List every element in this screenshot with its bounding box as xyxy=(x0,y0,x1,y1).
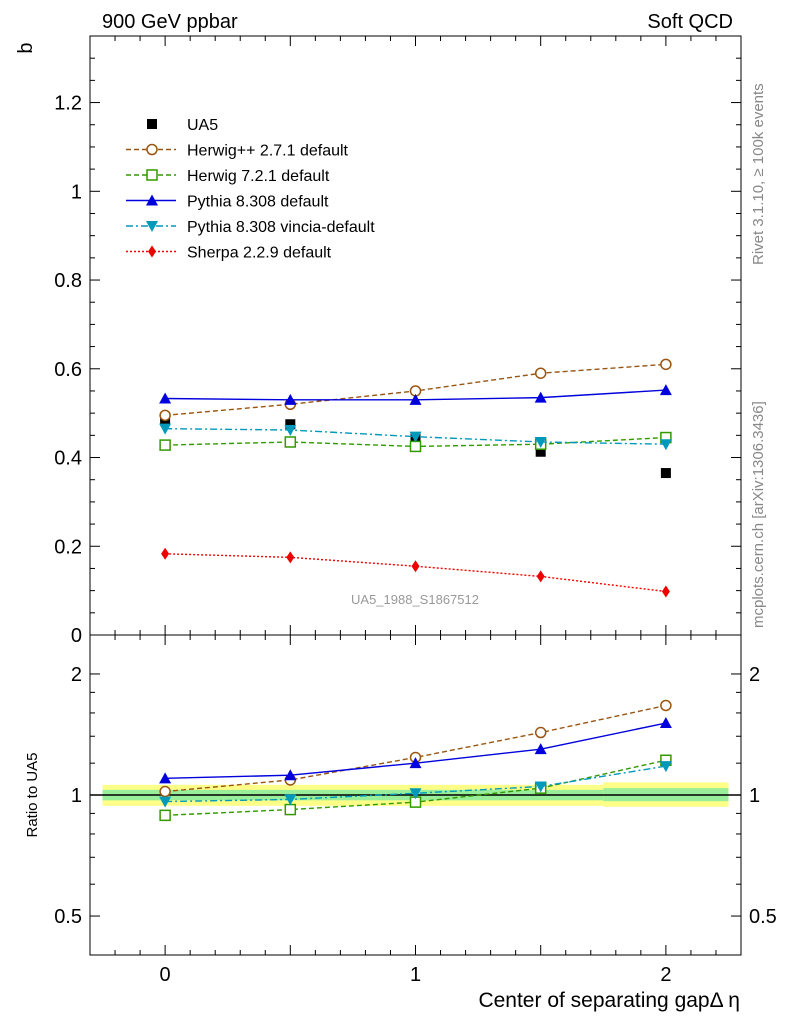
series-pythia-8-308-default xyxy=(159,384,672,405)
header-right: Soft QCD xyxy=(647,11,733,33)
data-point xyxy=(159,809,171,822)
data-point xyxy=(284,769,297,781)
legend-marker xyxy=(146,169,158,181)
legend-marker xyxy=(148,245,156,258)
legend-label: Herwig 7.2.1 default xyxy=(187,168,330,185)
data-point xyxy=(159,772,172,784)
legend-entry-herwig-7-2-1-default: Herwig 7.2.1 default xyxy=(126,168,330,185)
legend-entry-herwig-2-7-1-default: Herwig++ 2.7.1 default xyxy=(126,143,349,160)
data-point xyxy=(159,423,172,435)
legend-label: Sherpa 2.2.9 default xyxy=(187,245,332,262)
data-point xyxy=(534,726,547,739)
data-point xyxy=(284,425,297,437)
data-point xyxy=(284,794,297,806)
data-point xyxy=(159,785,171,798)
x-axis-label: Center of separating gapΔ η xyxy=(478,989,740,1012)
data-point xyxy=(660,699,672,712)
rivet-version-label: Rivet 3.1.10, ≥ 100k events xyxy=(750,83,767,265)
data-point xyxy=(161,547,170,560)
y-tick-label: 0 xyxy=(71,625,82,647)
data-point xyxy=(659,761,672,773)
y-tick-label: 2 xyxy=(71,664,82,686)
y-tick-label: 0.6 xyxy=(54,359,82,381)
legend-marker xyxy=(146,194,158,206)
y-tick-label: 1 xyxy=(71,181,82,203)
legend-marker xyxy=(146,221,158,232)
data-point xyxy=(659,384,672,396)
data-point xyxy=(159,439,171,451)
y-tick-label: 0.4 xyxy=(54,448,82,470)
y-tick-label: 1 xyxy=(71,785,82,807)
data-point xyxy=(409,393,422,405)
series-pythia-8-308-vincia-default xyxy=(159,761,672,808)
y-tick-label: 0.2 xyxy=(54,536,82,558)
source-label: mcplots.cern.ch [arXiv:1306.3436] xyxy=(750,401,767,628)
data-point xyxy=(534,367,547,379)
data-point xyxy=(284,393,297,405)
data-point xyxy=(285,419,296,430)
data-point xyxy=(409,440,422,453)
data-point xyxy=(661,585,670,598)
data-point xyxy=(534,743,547,755)
data-point xyxy=(284,803,297,816)
data-point xyxy=(660,358,672,371)
legend: UA5 Herwig++ 2.7.1 default Herwig 7.2.1 de… xyxy=(126,117,375,262)
data-point xyxy=(286,551,295,564)
legend-entry-ua5: UA5 xyxy=(147,117,218,134)
legend-entry-pythia-8-308-vincia-default: Pythia 8.308 vincia-default xyxy=(126,219,375,236)
data-point xyxy=(535,446,546,457)
series-sherpa-2-2-9-default xyxy=(161,547,670,598)
analysis-watermark: UA5_1988_S1867512 xyxy=(351,592,479,607)
ratio-plot-panel: 0.5 0.5 1 1 2 2 0 1 2 xyxy=(54,634,777,986)
y-tick-label-right: 2 xyxy=(749,664,760,686)
data-point xyxy=(159,796,172,808)
series-line xyxy=(165,722,667,780)
legend-marker xyxy=(147,119,157,129)
legend-entry-sherpa-2-2-9-default: Sherpa 2.2.9 default xyxy=(126,245,332,262)
y-tick-label: 1.2 xyxy=(54,93,82,115)
main-ylabel: b xyxy=(15,42,37,53)
series-line xyxy=(165,553,666,593)
data-point xyxy=(409,757,422,769)
main-plot-panel: 0 0.2 0.4 0.6 0.8 1 1.2 xyxy=(54,35,742,647)
x-tick-label: 0 xyxy=(160,964,171,986)
data-point xyxy=(284,436,297,448)
ratio-ylabel: Ratio to UA5 xyxy=(24,752,41,837)
data-point xyxy=(159,392,172,404)
legend-label: UA5 xyxy=(187,117,218,134)
y-tick-label: 0.5 xyxy=(54,906,82,928)
y-tick-label-right: 1 xyxy=(749,785,760,807)
series-pythia-8-308-default xyxy=(159,717,672,784)
x-tick-label: 1 xyxy=(410,964,421,986)
legend-marker xyxy=(146,143,158,156)
series-herwig-2-7-1-default xyxy=(159,699,672,798)
y-tick-label: 0.8 xyxy=(54,270,82,292)
header-left: 900 GeV ppbar xyxy=(102,11,238,33)
data-point xyxy=(409,788,422,800)
legend-label: Pythia 8.308 vincia-default xyxy=(187,219,375,236)
data-point xyxy=(411,560,420,573)
data-point xyxy=(659,439,672,451)
series-pythia-8-308-vincia-default xyxy=(159,423,672,451)
legend-label: Pythia 8.308 default xyxy=(187,194,329,211)
legend-label: Herwig++ 2.7.1 default xyxy=(187,143,349,160)
data-point xyxy=(659,717,672,729)
data-point xyxy=(409,431,422,443)
data-point xyxy=(534,781,547,793)
data-point xyxy=(159,409,171,422)
data-point xyxy=(534,391,547,403)
legend-entry-pythia-8-308-default: Pythia 8.308 default xyxy=(126,194,329,211)
x-tick-label: 2 xyxy=(660,964,671,986)
data-point xyxy=(536,570,545,583)
data-point xyxy=(660,468,671,479)
series-herwig-2-7-1-default xyxy=(159,358,672,422)
data-point xyxy=(534,436,547,448)
y-tick-label-right: 0.5 xyxy=(749,906,777,928)
